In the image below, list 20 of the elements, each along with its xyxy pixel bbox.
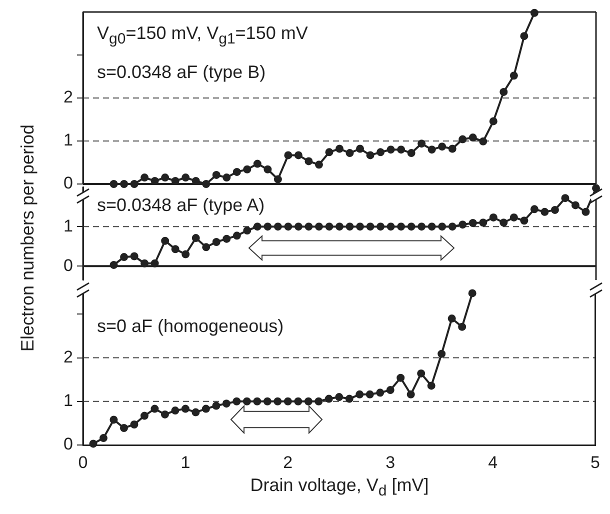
x-tick-label: 1	[180, 452, 190, 472]
annotation: s=0.0348 aF (type B)	[97, 60, 266, 84]
x-tick-label: 5	[590, 452, 600, 472]
y-tick-label: 0	[64, 256, 73, 275]
annotation: s=0 aF (homogeneous)	[97, 315, 284, 338]
x-tick-label: 4	[488, 452, 498, 472]
x-tick-label: 0	[78, 452, 88, 472]
y-tick-label: 0	[64, 434, 73, 454]
y-tick-label: 1	[64, 130, 73, 150]
x-tick-label: 3	[386, 452, 396, 472]
y-tick-label: 2	[64, 347, 73, 366]
y-axis-title: Electron numbers per period	[18, 124, 38, 352]
x-tick-label: 2	[283, 452, 293, 472]
annotation: V$_{g0}$=150 mV, V$_{g1}$=150 mV	[97, 22, 308, 50]
x-axis-title: Drain voltage, V$_{d}$ [mV]	[249, 475, 430, 500]
y-tick-label: 2	[64, 88, 73, 107]
annotation: s=0.0348 aF (type A)	[97, 194, 265, 217]
y-tick-label: 1	[64, 216, 73, 236]
y-tick-label: 0	[64, 174, 73, 193]
y-tick-label: 1	[64, 391, 73, 410]
